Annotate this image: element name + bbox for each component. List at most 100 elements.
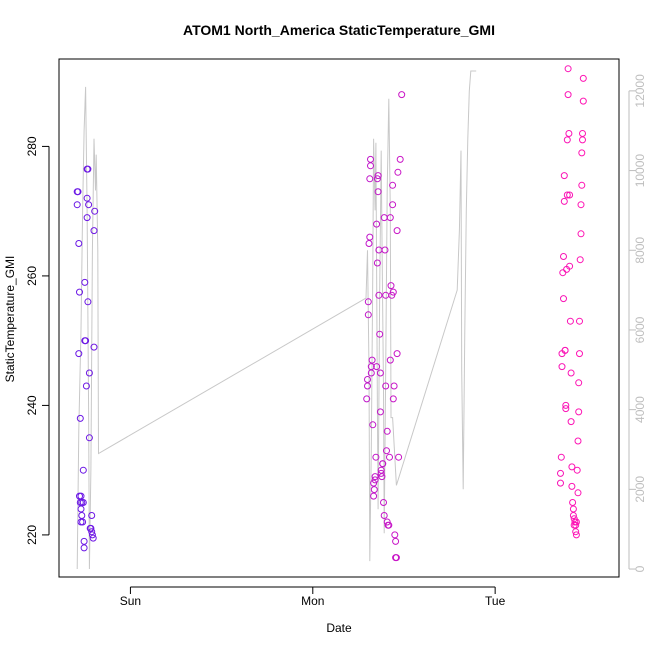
data-point: [85, 434, 93, 442]
data-point: [574, 437, 582, 445]
data-point: [578, 181, 586, 189]
data-point: [79, 466, 87, 474]
data-point: [389, 288, 397, 296]
data-point: [579, 130, 586, 137]
data-point: [576, 350, 583, 358]
data-point: [557, 469, 564, 477]
data-point: [562, 401, 570, 409]
data-point: [560, 172, 568, 180]
data-point: [87, 524, 95, 532]
data-point: [577, 230, 585, 238]
data-point: [73, 201, 81, 209]
data-point: [389, 201, 397, 209]
data-point: [562, 405, 570, 413]
data-point: [561, 346, 569, 354]
data-point: [372, 453, 380, 461]
data-point: [382, 291, 390, 299]
data-point: [88, 528, 96, 536]
data-point: [88, 512, 96, 519]
data-point: [568, 482, 576, 490]
data-point: [369, 421, 377, 429]
data-point: [566, 262, 574, 270]
data-point: [79, 518, 87, 526]
y-tick-label: 220: [25, 525, 39, 545]
y-axis-label: StaticTemperature_GMI: [3, 256, 17, 383]
data-point: [391, 531, 399, 539]
data-point: [83, 214, 91, 222]
data-point: [89, 534, 97, 542]
data-point: [557, 453, 565, 461]
right-tick-label: 2000: [633, 476, 647, 503]
data-point: [566, 317, 574, 325]
data-point: [85, 369, 93, 377]
data-point: [363, 395, 371, 403]
data-point: [568, 463, 576, 471]
data-point: [566, 191, 574, 199]
data-point: [393, 227, 401, 235]
data-point: [578, 149, 586, 157]
data-point: [79, 499, 87, 506]
data-point: [373, 259, 381, 267]
right-tick-label: 0: [633, 565, 647, 572]
data-point: [364, 298, 372, 306]
data-point: [565, 130, 573, 137]
data-point: [367, 155, 374, 163]
data-point: [569, 505, 577, 513]
data-point: [574, 489, 582, 497]
data-point: [82, 382, 90, 390]
data-point: [364, 376, 371, 383]
data-point: [560, 253, 567, 260]
data-point: [577, 201, 585, 209]
data-point: [370, 486, 378, 494]
right-tick-label: 8000: [633, 237, 647, 264]
data-point: [81, 278, 89, 286]
data-point: [564, 91, 572, 99]
data-point: [76, 414, 84, 422]
data-point: [374, 188, 382, 196]
data-point: [392, 554, 400, 562]
data-point: [579, 74, 587, 82]
data-point: [393, 350, 401, 358]
data-point: [364, 311, 372, 319]
data-point: [91, 207, 99, 215]
y-tick-label: 240: [25, 395, 39, 415]
data-point: [75, 240, 83, 247]
data-point: [78, 512, 86, 519]
altitude-line-layer: [76, 70, 477, 570]
data-point: [90, 343, 98, 351]
data-point: [557, 479, 564, 487]
data-point: [389, 181, 397, 189]
data-point: [572, 531, 580, 539]
data-point: [392, 537, 400, 545]
data-point: [389, 395, 397, 403]
data-point: [386, 214, 394, 222]
data-point: [398, 91, 406, 99]
data-point: [388, 291, 396, 299]
data-point: [569, 499, 577, 506]
data-point: [368, 356, 376, 364]
data-point: [371, 476, 379, 484]
data-point: [567, 418, 575, 426]
data-point: [563, 191, 571, 199]
data-point: [559, 269, 567, 277]
data-point: [84, 298, 92, 306]
data-point: [563, 136, 571, 144]
axes-layer: 220 240 260 280 Sun Mon Tue 0 2000 4000 6000 8000 10…: [25, 74, 647, 608]
data-point: [386, 356, 394, 364]
data-point: [366, 233, 374, 241]
data-point: [365, 240, 373, 247]
data-point: [560, 295, 567, 303]
data-point: [80, 537, 88, 545]
data-point: [573, 466, 581, 474]
data-point: [575, 379, 583, 387]
data-point: [90, 227, 98, 235]
data-point: [373, 363, 381, 371]
data-point: [376, 330, 384, 338]
data-point: [387, 282, 395, 290]
data-point: [83, 194, 91, 202]
data-point: [82, 337, 90, 345]
data-point: [564, 65, 572, 73]
data-point: [382, 382, 390, 390]
data-point: [75, 350, 83, 358]
